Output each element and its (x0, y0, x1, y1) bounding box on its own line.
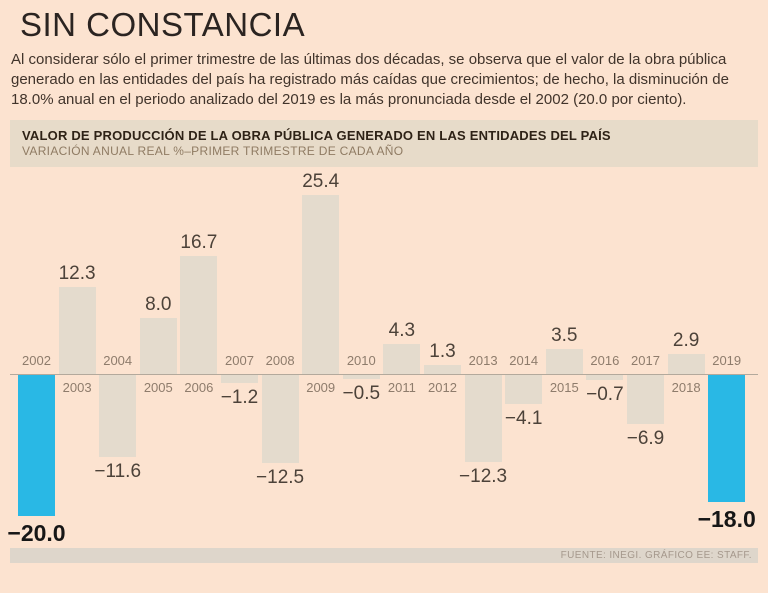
year-label-2007: 2007 (225, 353, 254, 368)
source-text: FUENTE: INEGI. GRÁFICO EE: STAFF. (560, 550, 752, 561)
year-label-2009: 2009 (306, 380, 336, 395)
bar-2017 (627, 375, 664, 424)
chart-title: VALOR DE PRODUCCIÓN DE LA OBRA PÚBLICA G… (22, 128, 611, 143)
bar-2004 (99, 375, 137, 457)
chart-header: VALOR DE PRODUCCIÓN DE LA OBRA PÚBLICA G… (10, 120, 758, 167)
bar-2003 (58, 287, 96, 374)
year-label-2015: 2015 (549, 380, 579, 395)
value-label-2002: −20.0 (7, 520, 66, 546)
year-label-2017: 2017 (631, 353, 660, 368)
value-label-2017: −6.9 (626, 427, 665, 449)
value-label-2005: 8.0 (145, 293, 172, 315)
value-label-2004: −11.6 (94, 460, 142, 482)
bar-2015 (545, 349, 583, 374)
year-label-2002: 2002 (22, 353, 51, 368)
bar-2007 (221, 375, 258, 384)
bar-2002 (18, 375, 55, 516)
value-label-2003: 12.3 (58, 263, 96, 285)
year-label-2006: 2006 (184, 380, 214, 395)
year-label-2010: 2010 (346, 353, 376, 368)
bar-2009 (302, 194, 340, 374)
year-label-2004: 2004 (103, 353, 133, 368)
intro-text: Al considerar sólo el primer trimestre d… (11, 51, 729, 108)
bar-2011 (383, 343, 421, 374)
value-label-2011: 4.3 (388, 319, 416, 341)
value-label-2010: −0.5 (342, 382, 381, 404)
value-label-2009: 25.4 (302, 170, 340, 192)
year-label-2016: 2016 (590, 353, 620, 368)
source-bar: FUENTE: INEGI. GRÁFICO EE: STAFF. (10, 548, 758, 563)
year-label-2011: 2011 (387, 380, 416, 395)
value-label-2012: 1.3 (429, 340, 456, 362)
value-label-2019: −18.0 (697, 505, 756, 532)
bar-2005 (139, 317, 177, 374)
page-title: SIN CONSTANCIA (20, 6, 306, 43)
bar-2010 (342, 375, 380, 379)
bar-2006 (180, 256, 218, 374)
bar-2008 (261, 375, 299, 464)
value-label-2013: −12.3 (459, 465, 508, 487)
bar-2016 (586, 375, 624, 380)
year-label-2005: 2005 (143, 380, 173, 395)
x-axis-line (10, 374, 758, 375)
value-label-2016: −0.7 (586, 383, 624, 405)
year-label-2018: 2018 (671, 380, 701, 395)
year-label-2013: 2013 (468, 353, 498, 368)
chart-subtitle: VARIACIÓN ANUAL REAL %–PRIMER TRIMESTRE … (22, 144, 404, 158)
value-label-2006: 16.7 (180, 232, 218, 254)
value-label-2015: 3.5 (551, 325, 578, 347)
value-label-2007: −1.2 (220, 387, 259, 409)
bar-2018 (667, 353, 705, 374)
year-label-2019: 2019 (712, 353, 742, 368)
bar-2019 (708, 375, 746, 502)
bar-2014 (505, 375, 543, 404)
value-label-2008: −12.5 (256, 467, 305, 489)
bar-2013 (464, 375, 502, 462)
year-label-2008: 2008 (265, 353, 295, 368)
year-label-2012: 2012 (428, 380, 457, 395)
year-label-2003: 2003 (62, 380, 92, 395)
value-label-2014: −4.1 (504, 407, 543, 429)
chart-area: −20.0 2002 12.3 2003 −11.6 2004 8.0 2005 16.7 200… (7, 167, 758, 546)
year-label-2014: 2014 (509, 353, 539, 368)
bar-2012 (424, 364, 461, 374)
value-label-2018: 2.9 (672, 329, 700, 351)
